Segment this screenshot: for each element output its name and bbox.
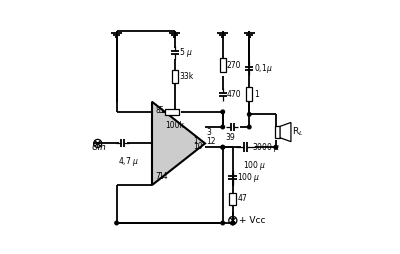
- Bar: [229, 193, 236, 205]
- Text: 100k: 100k: [165, 121, 184, 130]
- Text: 10: 10: [194, 142, 203, 151]
- Circle shape: [248, 125, 251, 129]
- Polygon shape: [280, 122, 291, 142]
- Text: 5: 5: [158, 106, 163, 115]
- Circle shape: [221, 146, 224, 149]
- Circle shape: [221, 125, 224, 129]
- Text: Uin: Uin: [91, 143, 106, 152]
- Text: 100 $\mu$: 100 $\mu$: [243, 158, 266, 171]
- Text: 0,1$\mu$: 0,1$\mu$: [254, 62, 272, 75]
- Bar: [246, 87, 252, 101]
- Text: 47: 47: [237, 195, 247, 203]
- Bar: [220, 58, 226, 72]
- Text: 3: 3: [206, 128, 211, 137]
- Text: 39: 39: [225, 133, 235, 142]
- Circle shape: [248, 113, 251, 116]
- Text: 7: 7: [155, 171, 160, 181]
- Text: 33k: 33k: [179, 72, 194, 81]
- Circle shape: [221, 146, 224, 149]
- Text: 8: 8: [155, 106, 160, 115]
- Text: 1: 1: [254, 90, 258, 99]
- Text: + Vcc: + Vcc: [239, 216, 266, 225]
- Text: 100 $\mu$: 100 $\mu$: [237, 171, 261, 184]
- Text: R$_L$: R$_L$: [292, 126, 304, 138]
- Text: 4,7 $\mu$: 4,7 $\mu$: [118, 155, 139, 168]
- Polygon shape: [152, 102, 205, 185]
- Text: 1: 1: [194, 137, 198, 146]
- Bar: [165, 109, 179, 115]
- Text: 470: 470: [226, 90, 241, 99]
- Bar: [172, 70, 178, 83]
- Circle shape: [221, 221, 224, 225]
- Circle shape: [274, 146, 278, 149]
- Circle shape: [173, 110, 176, 114]
- Bar: [274, 126, 280, 138]
- Circle shape: [231, 221, 235, 225]
- Circle shape: [115, 221, 118, 225]
- Text: 3000 $\mu$: 3000 $\mu$: [252, 141, 280, 154]
- Circle shape: [221, 110, 224, 114]
- Text: 14: 14: [158, 171, 168, 181]
- Text: 12: 12: [206, 137, 216, 146]
- Text: 5 $\mu$: 5 $\mu$: [179, 46, 193, 59]
- Circle shape: [231, 221, 235, 225]
- Text: 270: 270: [226, 61, 241, 70]
